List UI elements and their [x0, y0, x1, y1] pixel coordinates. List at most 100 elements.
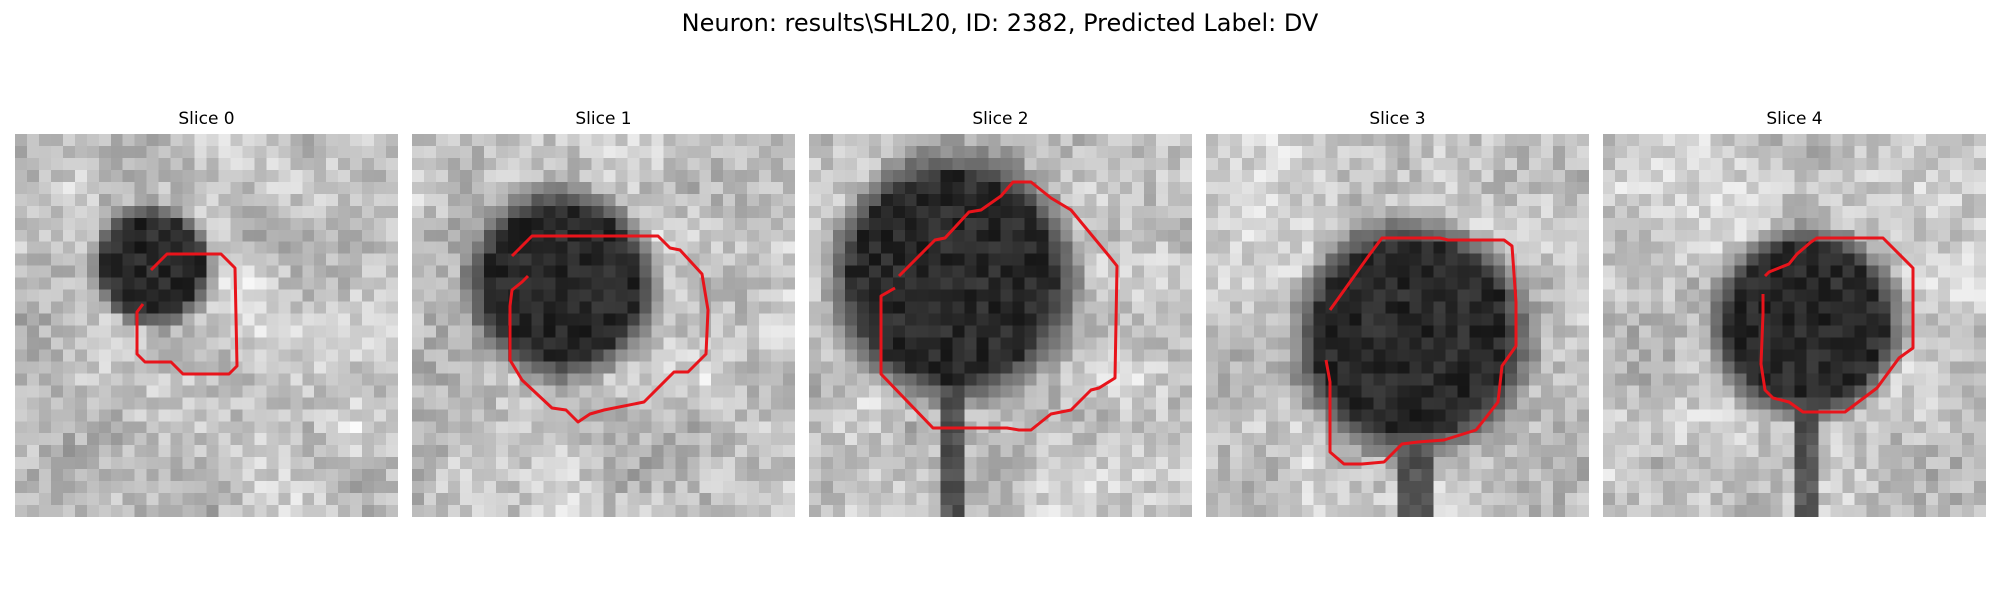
- pixel: [868, 409, 882, 422]
- pixel: [1553, 349, 1566, 362]
- pixel: [423, 145, 437, 159]
- pixel: [1206, 157, 1219, 171]
- pixel: [1000, 205, 1013, 219]
- pixel: [916, 217, 929, 230]
- slice-panel-0: Slice 0: [15, 108, 398, 517]
- pixel: [1301, 301, 1314, 314]
- pixel: [675, 445, 688, 458]
- pixel: [844, 169, 858, 183]
- pixel: [651, 409, 664, 422]
- pixel: [809, 229, 822, 242]
- pixel: [809, 145, 822, 159]
- pixel: [1806, 361, 1819, 374]
- pixel: [675, 157, 688, 171]
- pixel: [711, 325, 724, 338]
- pixel: [1265, 421, 1279, 434]
- pixel: [1746, 349, 1759, 362]
- pixel: [1974, 265, 1986, 278]
- pixel: [266, 277, 279, 290]
- pixel: [916, 469, 929, 482]
- pixel: [1253, 301, 1267, 314]
- pixel: [916, 445, 929, 458]
- pixel: [735, 253, 748, 266]
- pixel: [1397, 445, 1410, 458]
- pixel: [1553, 217, 1566, 230]
- pixel: [1662, 181, 1676, 195]
- pixel: [1241, 241, 1255, 254]
- pixel: [976, 481, 989, 494]
- pixel: [1313, 421, 1326, 434]
- pixel: [868, 134, 882, 147]
- pixel: [1469, 169, 1482, 183]
- pixel: [146, 301, 159, 314]
- pixel: [86, 157, 100, 171]
- pixel: [928, 193, 941, 207]
- pixel: [507, 217, 520, 230]
- pixel: [110, 349, 123, 362]
- pixel: [1012, 493, 1025, 506]
- pixel: [952, 169, 965, 183]
- pixel: [856, 469, 870, 482]
- pixel: [74, 361, 88, 374]
- pixel: [1962, 301, 1975, 314]
- pixel: [1577, 385, 1589, 398]
- pixel: [290, 373, 303, 386]
- pixel: [1168, 217, 1181, 230]
- pixel: [1926, 313, 1939, 326]
- pixel: [1433, 145, 1446, 159]
- pixel: [1770, 361, 1783, 374]
- pixel: [1854, 241, 1867, 254]
- pixel: [218, 145, 231, 159]
- pixel: [170, 493, 183, 506]
- pixel: [1445, 337, 1458, 350]
- pixel: [856, 301, 870, 314]
- pixel: [615, 289, 628, 302]
- pixel: [1421, 397, 1434, 410]
- pixel: [1265, 457, 1279, 470]
- pixel: [1662, 397, 1676, 410]
- pixel: [952, 134, 965, 147]
- pixel: [1361, 277, 1374, 290]
- pixel: [1301, 325, 1314, 338]
- pixel: [1048, 145, 1061, 159]
- pixel: [1614, 325, 1628, 338]
- pixel: [1758, 241, 1771, 254]
- pixel: [1722, 253, 1735, 266]
- pixel: [904, 349, 917, 362]
- slice-image: [809, 134, 1192, 517]
- pixel: [1614, 181, 1628, 195]
- pixel: [928, 469, 941, 482]
- pixel: [1638, 397, 1652, 410]
- pixel: [447, 421, 461, 434]
- pixel: [86, 145, 100, 159]
- pixel: [1529, 385, 1542, 398]
- pixel: [38, 217, 52, 230]
- pixel: [1529, 241, 1542, 254]
- pixel: [1144, 277, 1157, 290]
- pixel: [1806, 134, 1819, 147]
- pixel: [976, 361, 989, 374]
- pixel: [1565, 289, 1578, 302]
- pixel: [1206, 313, 1219, 326]
- pixel: [880, 469, 894, 482]
- pixel: [254, 301, 267, 314]
- pixel: [988, 433, 1001, 446]
- pixel: [26, 205, 40, 219]
- pixel: [1818, 361, 1831, 374]
- pixel: [362, 481, 375, 494]
- pixel: [1120, 349, 1133, 362]
- pixel: [1553, 169, 1566, 183]
- pixel: [904, 241, 917, 254]
- pixel: [278, 277, 291, 290]
- pixel: [988, 445, 1001, 458]
- pixel: [412, 181, 425, 195]
- pixel: [495, 241, 508, 254]
- pixel: [844, 241, 858, 254]
- pixel: [771, 157, 784, 171]
- pixel: [218, 301, 231, 314]
- pixel: [15, 505, 28, 517]
- pixel: [1289, 265, 1302, 278]
- pixel: [952, 409, 965, 422]
- pixel: [1686, 241, 1699, 254]
- pixel: [663, 481, 676, 494]
